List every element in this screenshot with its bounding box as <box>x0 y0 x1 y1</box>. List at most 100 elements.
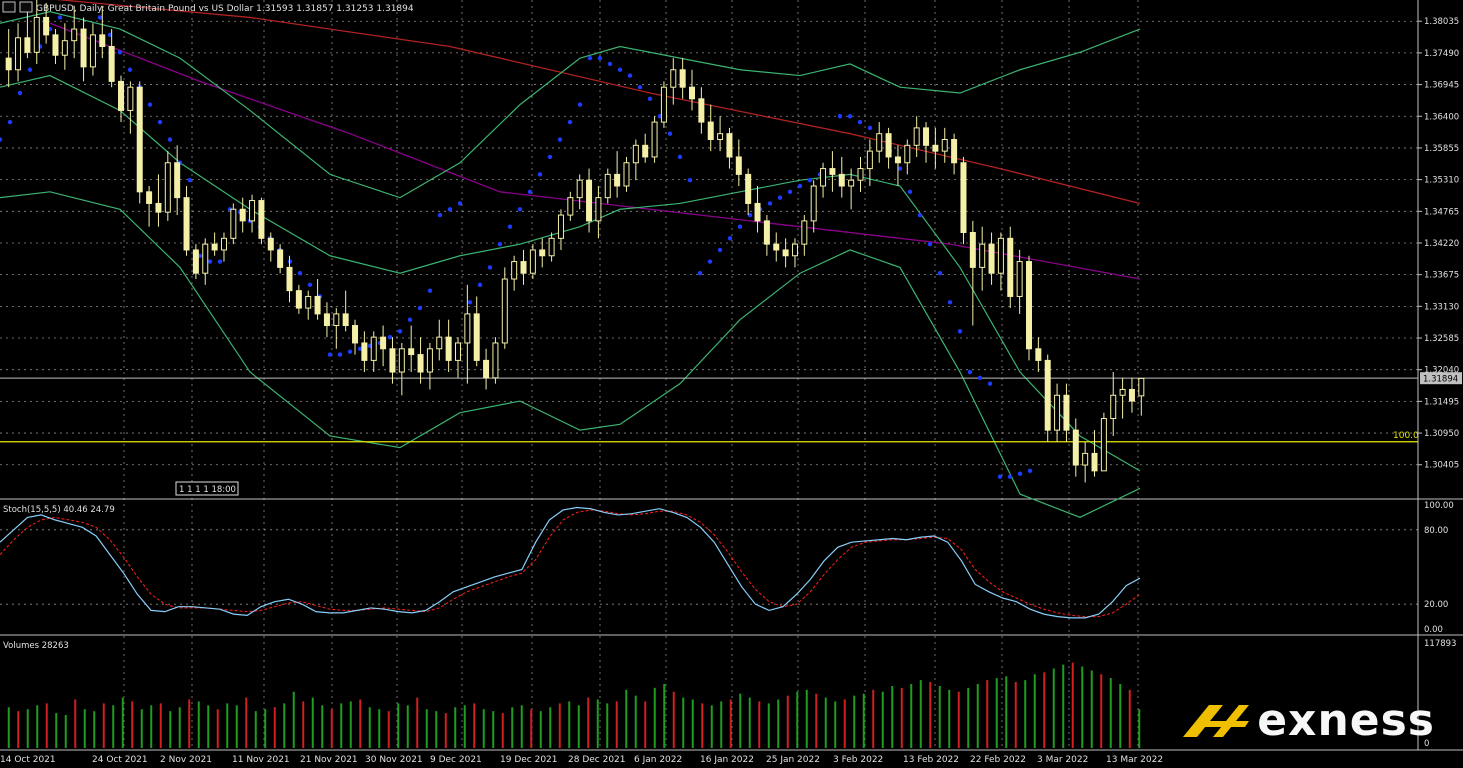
psar-dot <box>427 288 433 293</box>
candle-body <box>670 69 677 88</box>
candle-body <box>267 237 274 251</box>
candle-body <box>202 243 209 274</box>
level-line-label: 100.0 <box>1393 431 1419 441</box>
date-label: 25 Jan 2022 <box>766 755 820 765</box>
date-label: 6 Jan 2022 <box>634 755 682 765</box>
psar-dot <box>917 212 923 218</box>
chart-header: GBPUSD, Daily: Great Britain Pound vs US… <box>2 1 414 14</box>
psar-dot <box>1027 468 1033 474</box>
price-tick-label: 1.37490 <box>1424 49 1459 59</box>
candle-body <box>698 98 705 123</box>
date-label: 24 Oct 2021 <box>92 755 148 765</box>
candle-body <box>1016 261 1023 297</box>
candle-body <box>136 86 143 193</box>
psar-dot <box>847 114 853 119</box>
volume-tick-label: 0 <box>1424 739 1429 749</box>
candle-body <box>951 139 958 164</box>
chart-type-icon <box>19 1 33 13</box>
timestamp-label: 1 1 1 1 18:00 <box>179 485 236 495</box>
candle-body <box>539 249 546 257</box>
candle-body <box>80 28 87 68</box>
chart-icon <box>2 1 16 13</box>
psar-dot <box>437 212 443 218</box>
psar-dot <box>537 172 543 177</box>
price-pane[interactable]: 100.0 1 1 1 1 18:00 <box>0 0 1419 518</box>
candle-body <box>43 16 50 36</box>
candle-body <box>314 295 321 315</box>
candle-body <box>155 202 162 213</box>
psar-dot <box>907 189 913 195</box>
candle-body <box>61 40 68 56</box>
candle-body <box>726 133 733 158</box>
moving-average-long <box>55 0 1141 205</box>
candle-body <box>614 173 621 187</box>
psar-dot <box>97 15 103 20</box>
candle-body <box>333 313 340 327</box>
candle-body <box>660 86 667 123</box>
candle-body <box>108 46 115 82</box>
date-label: 28 Dec 2021 <box>568 755 626 765</box>
date-label: 30 Nov 2021 <box>365 755 423 765</box>
psar-dot <box>487 265 493 270</box>
candle-body <box>380 336 387 350</box>
stoch-tick-label: 100.00 <box>1424 501 1454 511</box>
psar-dot <box>347 349 353 354</box>
psar-dot <box>547 154 553 160</box>
psar-dot <box>397 329 403 334</box>
price-axis: 1.38035 1.37490 1.36945 1.36400 1.35855 1.353… <box>1418 17 1462 471</box>
psar-dot <box>1007 474 1013 479</box>
candle-body <box>1044 359 1051 431</box>
psar-dot <box>967 369 973 375</box>
candle-body <box>174 162 181 199</box>
candle-body <box>866 150 873 170</box>
candle-body <box>389 348 396 373</box>
candle-body <box>997 237 1004 274</box>
candle-body <box>520 261 527 274</box>
candle-body <box>586 179 593 222</box>
candle-body <box>567 197 574 216</box>
psar-dot <box>857 119 863 125</box>
candle-body <box>651 121 658 158</box>
candle-body <box>323 313 330 327</box>
psar-dot <box>187 177 193 183</box>
volumes-pane[interactable]: Volumes 28263 117893 0 <box>3 639 1456 749</box>
psar-dot <box>497 241 503 247</box>
chart-grid <box>0 0 1463 751</box>
candle-body <box>801 220 808 245</box>
candle-body <box>398 348 405 373</box>
psar-dot <box>687 177 693 183</box>
date-label: 13 Feb 2022 <box>903 755 959 765</box>
candle-body <box>632 144 639 164</box>
psar-dot <box>477 282 483 288</box>
date-label: 2 Nov 2021 <box>160 755 212 765</box>
price-tick-label: 1.36400 <box>1424 112 1459 122</box>
candle-body <box>745 173 752 204</box>
psar-dot <box>587 55 593 61</box>
candle-body <box>118 80 125 111</box>
psar-dot <box>457 201 463 206</box>
candle-body <box>932 144 939 152</box>
candle-body <box>791 243 798 257</box>
candle-body <box>763 220 770 245</box>
current-price-label: 1.31894 <box>1423 375 1458 385</box>
candle-body <box>492 342 499 379</box>
candle-body <box>623 162 630 187</box>
psar-dot <box>407 317 413 322</box>
candle-body <box>876 133 883 152</box>
stochastic-pane[interactable]: Stoch(15,5,5) 40.46 24.79 100.00 80.00 20.0… <box>0 501 1454 635</box>
candle-body <box>426 348 433 373</box>
candle-body <box>473 313 480 361</box>
candle-body <box>286 266 293 292</box>
candle-body <box>342 313 349 327</box>
candle-body <box>305 295 312 309</box>
candle-body <box>436 336 443 350</box>
psar-dot <box>717 247 723 253</box>
candle-body <box>1128 388 1135 402</box>
date-label: 14 Oct 2021 <box>0 755 56 765</box>
psar-dot <box>637 84 643 90</box>
psar-dot <box>737 224 743 229</box>
psar-dot <box>417 305 423 311</box>
psar-dot <box>127 67 133 72</box>
moving-average-mid <box>49 22 1141 280</box>
